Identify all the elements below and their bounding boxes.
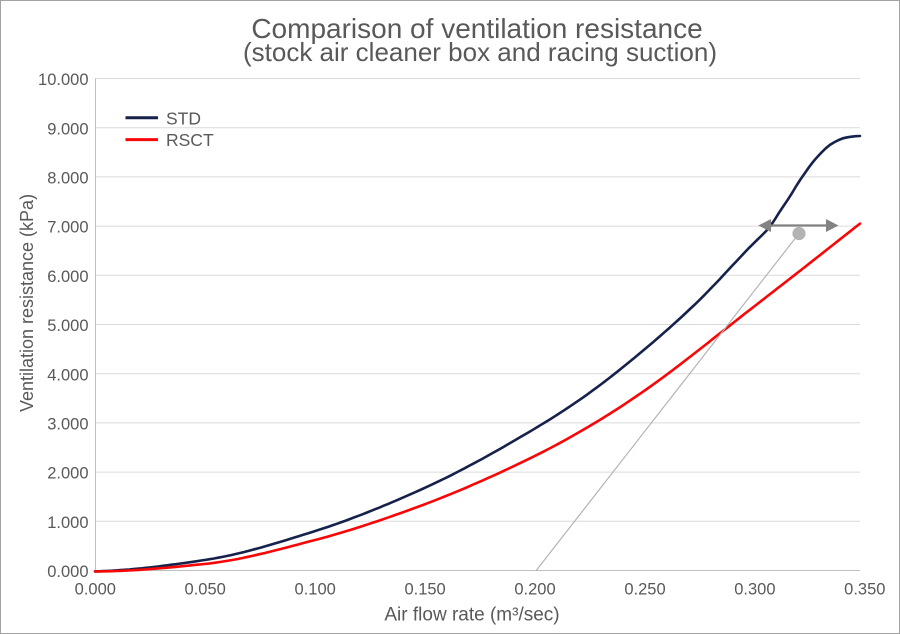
svg-text:3.000: 3.000: [47, 416, 88, 434]
svg-text:2.000: 2.000: [47, 465, 88, 483]
svg-text:RSCT: RSCT: [166, 130, 214, 150]
svg-text:Air flow rate (m³/sec): Air flow rate (m³/sec): [384, 605, 559, 626]
svg-text:0.150: 0.150: [404, 581, 445, 599]
svg-text:8.000: 8.000: [47, 170, 88, 188]
svg-text:STD: STD: [166, 108, 201, 128]
svg-text:Ventilation resistance (kPa): Ventilation resistance (kPa): [17, 194, 37, 412]
svg-text:0.000: 0.000: [47, 563, 88, 581]
svg-text:0.300: 0.300: [734, 581, 775, 599]
svg-text:(stock air cleaner box and rac: (stock air cleaner box and racing suctio…: [243, 37, 717, 67]
svg-text:9.000: 9.000: [47, 120, 88, 138]
svg-text:0.250: 0.250: [624, 581, 665, 599]
svg-text:4.000: 4.000: [47, 366, 88, 384]
svg-text:10.000: 10.000: [38, 71, 88, 89]
svg-text:0.000: 0.000: [75, 581, 116, 599]
svg-text:1.000: 1.000: [47, 514, 88, 532]
svg-text:5.000: 5.000: [47, 317, 88, 335]
svg-text:0.100: 0.100: [295, 581, 336, 599]
svg-text:7.000: 7.000: [47, 219, 88, 237]
svg-text:6.000: 6.000: [47, 268, 88, 286]
svg-text:0.350: 0.350: [844, 581, 885, 599]
svg-text:0.050: 0.050: [185, 581, 226, 599]
svg-text:Comparison of ventilation resi: Comparison of ventilation resistance: [251, 13, 702, 44]
svg-text:0.200: 0.200: [514, 581, 555, 599]
